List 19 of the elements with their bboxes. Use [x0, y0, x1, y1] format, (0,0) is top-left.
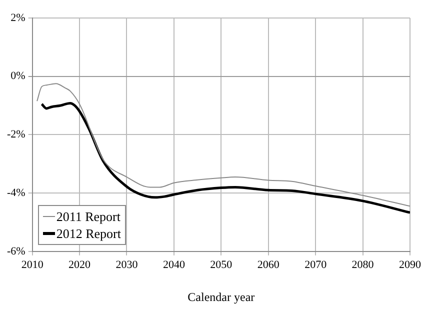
x-tick-label: 2010: [21, 258, 44, 271]
x-tick-label: 2060: [257, 258, 280, 271]
legend-label: 2011 Report: [56, 208, 120, 226]
y-tick-label: 2%: [10, 12, 26, 24]
x-tick-label: 2080: [352, 258, 374, 271]
x-tick-label: 2020: [68, 258, 92, 271]
line-series: [40, 102, 410, 214]
x-tick-label: 2030: [116, 258, 138, 271]
x-tick-label: 2090: [399, 258, 422, 271]
legend-label: 2012 Report: [56, 225, 121, 242]
x-axis-title: Calendar year: [188, 290, 255, 304]
y-tick-label: 0%: [10, 70, 26, 82]
y-tick-label: -2%: [7, 128, 26, 141]
x-tick-label: 2040: [162, 258, 186, 271]
x-tick-label: 2050: [210, 258, 233, 271]
x-tick-label: 2070: [304, 258, 328, 271]
y-tick-label: -4%: [7, 186, 26, 199]
y-tick-label: -6%: [7, 245, 26, 258]
line-series: [36, 83, 410, 207]
